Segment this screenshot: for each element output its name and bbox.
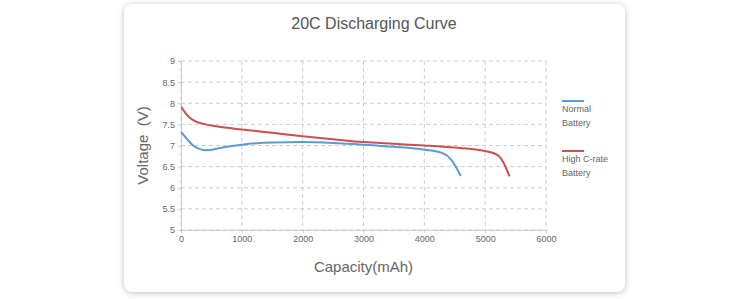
tick: 5	[170, 225, 181, 235]
tick-mark	[303, 230, 304, 233]
tick: 4000	[415, 230, 435, 244]
grid-line	[546, 61, 547, 230]
tick: 5.5	[162, 204, 181, 214]
tick-label: 7.5	[162, 120, 175, 130]
plot-area	[181, 107, 510, 177]
legend: NormalBattery High C-rateBattery	[562, 101, 608, 178]
tick: 1000	[232, 230, 252, 244]
tick-label: 2000	[293, 234, 313, 244]
axis-line	[178, 62, 182, 231]
tick: 3000	[354, 230, 374, 244]
tick-label: 5.5	[162, 204, 175, 214]
legend-label: NormalBattery	[562, 104, 591, 128]
tick-label: 5000	[476, 234, 496, 244]
grid-line	[302, 61, 303, 230]
title: 20C Discharging Curve	[291, 15, 457, 32]
tick-mark	[178, 146, 181, 147]
tick-mark	[178, 230, 181, 231]
axis-line	[182, 231, 547, 234]
tick-mark	[364, 230, 365, 233]
legend-label: High C-rateBattery	[562, 154, 608, 178]
tick-mark	[178, 103, 181, 104]
tick-mark	[178, 188, 181, 189]
tick: 2000	[293, 230, 313, 244]
tick-label: 8	[170, 99, 175, 109]
tick: 7.5	[162, 120, 181, 130]
tick: 6000	[536, 230, 556, 244]
tick-mark	[546, 230, 547, 233]
tick-mark	[178, 82, 181, 83]
tick-label: 6.5	[162, 162, 175, 172]
tick-mark	[178, 61, 181, 62]
grid-line	[485, 61, 486, 230]
y-axis-title: Voltage (V)	[134, 106, 151, 184]
tick-label: 1000	[232, 234, 252, 244]
tick-label: 7	[170, 141, 175, 151]
tick: 5000	[476, 230, 496, 244]
tick: 7	[170, 141, 181, 151]
tick-label: 8.5	[162, 78, 175, 88]
tick-label: 5	[170, 225, 175, 235]
tick: 8.5	[162, 78, 181, 88]
tick: 9	[170, 56, 181, 66]
tick: 0	[179, 230, 184, 244]
legend-swatch	[562, 150, 584, 152]
tick-mark	[424, 230, 425, 233]
tick: 6	[170, 183, 181, 193]
tick-mark	[242, 230, 243, 233]
y-axis: 5 5.5 6 6.5 7 7.5 8 8.5 9	[162, 56, 181, 235]
tick-label: 9	[170, 56, 175, 66]
tick-label: 6000	[536, 234, 556, 244]
tick-mark	[485, 230, 486, 233]
tick: 6.5	[162, 162, 181, 172]
tick-mark	[178, 124, 181, 125]
grid	[181, 61, 546, 230]
series-line	[181, 107, 510, 177]
tick-label: 4000	[415, 234, 435, 244]
tick-mark	[178, 167, 181, 168]
chart: 20C Discharging Curve 0 1000 2000 3000 4000 50…	[0, 0, 749, 299]
x-axis: 0 1000 2000 3000 4000 5000 6000	[179, 230, 557, 244]
x-axis-title: Capacity(mAh)	[314, 258, 413, 275]
tick-mark	[178, 209, 181, 210]
tick-label: 3000	[354, 234, 374, 244]
tick-label: 0	[179, 234, 184, 244]
tick-label: 6	[170, 183, 175, 193]
tick: 8	[170, 99, 181, 109]
legend-swatch	[562, 100, 584, 102]
